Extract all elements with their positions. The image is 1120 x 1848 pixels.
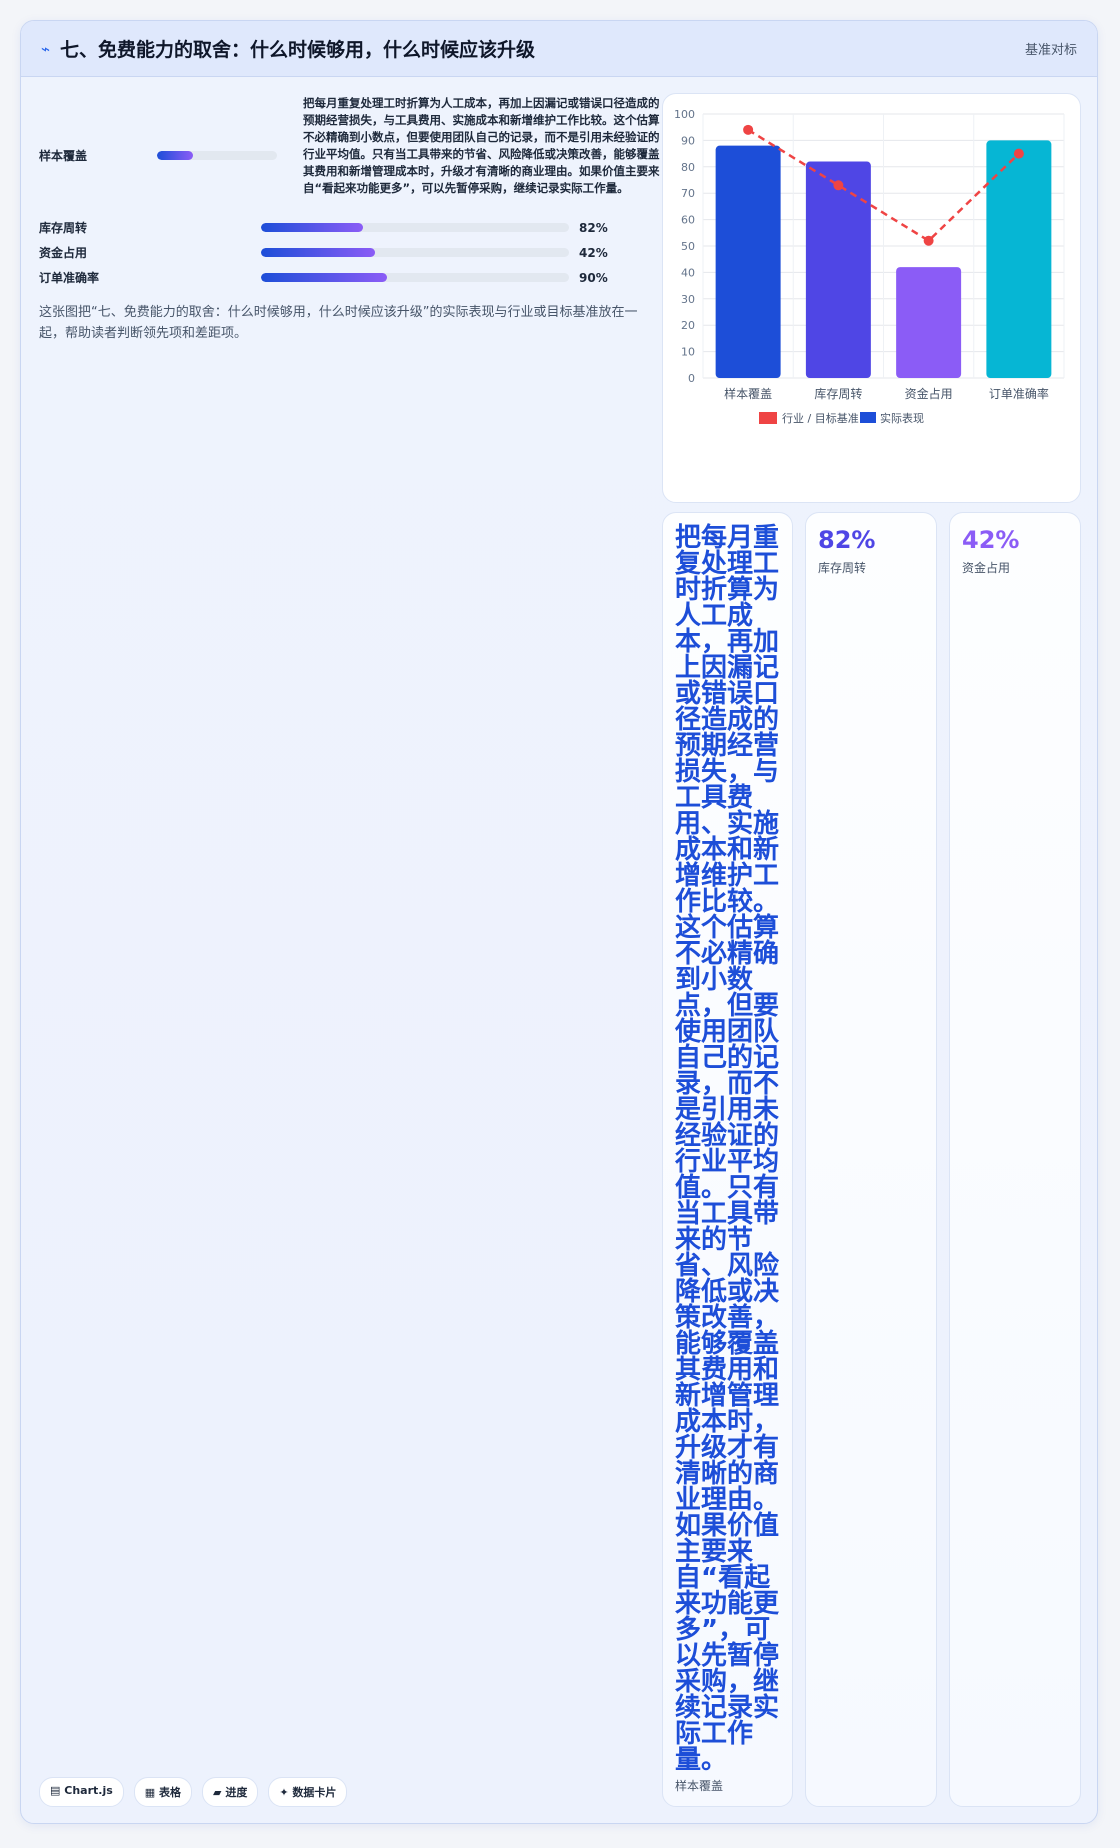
benchmark-card: ⌁ 七、免费能力的取舍：什么时候够用，什么时候应该升级 基准对标 样本覆盖 把每… [20, 20, 1098, 1824]
kpi-value: 82% [818, 526, 876, 554]
kpi-card: 42% 资金占用 [949, 512, 1081, 1807]
progress-track [261, 273, 569, 282]
y-tick-label: 10 [681, 346, 695, 359]
chart-icon: ▤ [50, 1784, 61, 1797]
progress-fill [261, 248, 375, 257]
progress-label: 资金占用 [39, 246, 88, 260]
y-tick-label: 50 [681, 240, 695, 253]
y-tick-label: 0 [688, 372, 695, 385]
y-tick-label: 90 [681, 134, 695, 147]
kpi-label: 资金占用 [962, 561, 1011, 575]
table-icon: ▦ [144, 1786, 156, 1799]
footer-chips: ▤ Chart.js ▦ 表格 ▰ 进度 ✦ 数据卡片 [39, 1777, 348, 1807]
kpi-label: 库存周转 [818, 561, 867, 575]
bar [715, 145, 781, 378]
y-tick-label: 30 [681, 293, 695, 306]
bar [896, 267, 962, 378]
chip-table[interactable]: ▦ 表格 [133, 1777, 193, 1807]
progress-label: 样本覆盖 [39, 148, 88, 163]
progress-track [261, 248, 569, 257]
chip-data-card[interactable]: ✦ 数据卡片 [268, 1777, 348, 1807]
progress-fill [261, 223, 363, 232]
trend-line-icon: ⌁ [41, 39, 51, 58]
kpi-description-text: 把每月重复处理工时折算为人工成本，再加上因漏记或错误口径造成的预期经营损失，与工… [675, 523, 780, 1775]
kpi-label: 样本覆盖 [675, 1779, 724, 1793]
y-tick-label: 100 [674, 108, 695, 121]
progress-track [261, 223, 569, 232]
progress-fill [261, 273, 388, 282]
legend-label: 实际表现 [880, 411, 924, 425]
chip-chartjs[interactable]: ▤ Chart.js [39, 1777, 124, 1807]
progress-value: 82% [579, 220, 608, 235]
kpi-value: 42% [962, 526, 1020, 554]
legend-swatch [860, 412, 876, 423]
kpi-card: 把每月重复处理工时折算为人工成本，再加上因漏记或错误口径造成的预期经营损失，与工… [662, 512, 793, 1807]
chip-progress[interactable]: ▰ 进度 [202, 1777, 259, 1807]
progress-label: 订单准确率 [39, 271, 100, 285]
page-title: 七、免费能力的取舍：什么时候够用，什么时候应该升级 [60, 39, 536, 61]
benchmark-point [833, 180, 844, 191]
x-tick-label: 样本覆盖 [724, 386, 772, 401]
legend-label: 行业 / 目标基准 [782, 411, 859, 425]
chart-caption: 这张图把“七、免费能力的取舍：什么时候够用，什么时候应该升级”的实际表现与行业或… [39, 305, 638, 341]
progress-fill [157, 150, 193, 160]
progress-value: 90% [579, 270, 608, 285]
progress-value: 42% [579, 245, 608, 260]
x-tick-label: 库存周转 [814, 386, 862, 401]
chip-label: Chart.js [64, 1784, 113, 1797]
benchmark-point [923, 235, 934, 246]
legend-swatch [759, 412, 777, 424]
card-header: ⌁ 七、免费能力的取舍：什么时候够用，什么时候应该升级 基准对标 [21, 21, 1097, 77]
header-badge: 基准对标 [1024, 43, 1077, 58]
progress-track [157, 150, 277, 160]
x-tick-label: 订单准确率 [989, 386, 1049, 401]
chip-label: 进度 [225, 1786, 248, 1799]
chip-label: 表格 [159, 1786, 182, 1799]
x-tick-label: 资金占用 [905, 386, 953, 401]
progress-panel: 样本覆盖 把每月重复处理工时折算为人工成本，再加上因漏记或错误口径造成的预期经营… [39, 95, 660, 344]
bar [805, 161, 871, 378]
progress-row: 样本覆盖 把每月重复处理工时折算为人工成本，再加上因漏记或错误口径造成的预期经营… [39, 95, 660, 215]
chip-label: 数据卡片 [292, 1786, 337, 1799]
bar [986, 140, 1052, 378]
y-tick-label: 40 [681, 266, 695, 279]
progress-row: 资金占用 42% [39, 240, 659, 265]
benchmark-point [1013, 148, 1024, 159]
benchmark-point [743, 124, 754, 135]
y-tick-label: 80 [681, 161, 695, 174]
benchmark-line [747, 128, 1020, 243]
description-text: 把每月重复处理工时折算为人工成本，再加上因漏记或错误口径造成的预期经营损失，与工… [303, 96, 660, 195]
progress-label: 库存周转 [39, 221, 88, 235]
y-tick-label: 70 [681, 187, 695, 200]
chart-panel: 0 10 20 30 40 50 60 70 80 90 100 样本覆盖 库存周转 资金占用 订单准确率行… [662, 93, 1081, 503]
y-tick-label: 20 [681, 319, 695, 332]
progress-row: 库存周转 82% [39, 215, 659, 240]
progress-row: 订单准确率 90% [39, 265, 659, 290]
card-icon: ✦ [279, 1786, 289, 1799]
kpi-card: 82% 库存周转 [805, 512, 937, 1807]
progress-icon: ▰ [213, 1786, 222, 1799]
bar-line-chart: 0 10 20 30 40 50 60 70 80 90 100 样本覆盖 库存周转 资金占用 订单准确率行… [674, 108, 1065, 425]
y-tick-label: 60 [681, 214, 695, 227]
